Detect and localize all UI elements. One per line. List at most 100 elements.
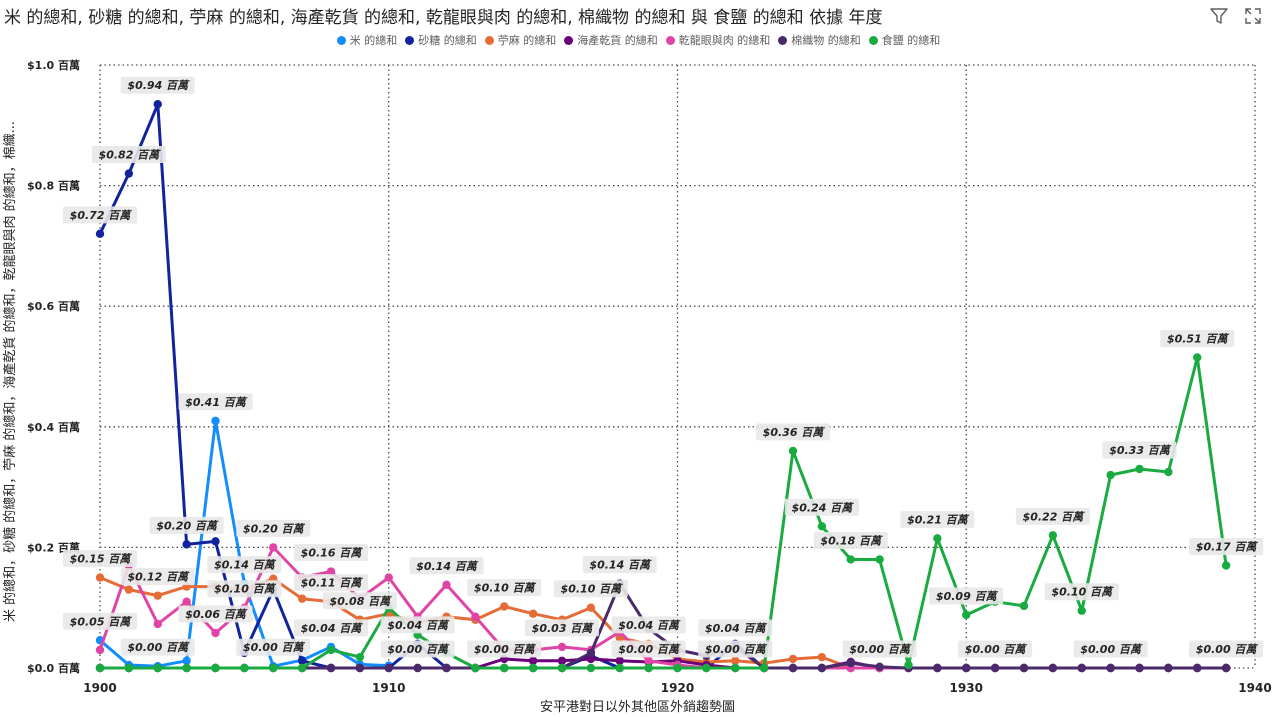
- data-point[interactable]: [211, 537, 220, 546]
- data-point[interactable]: [933, 663, 942, 673]
- data-point[interactable]: [297, 663, 307, 673]
- data-point[interactable]: [1164, 467, 1173, 477]
- data-point[interactable]: [817, 663, 827, 673]
- data-point[interactable]: [1106, 663, 1115, 673]
- data-point[interactable]: [1106, 470, 1115, 480]
- data-point[interactable]: [124, 585, 134, 594]
- data-point[interactable]: [355, 663, 365, 673]
- data-point[interactable]: [846, 658, 855, 668]
- data-point[interactable]: [557, 656, 567, 665]
- data-point[interactable]: [471, 663, 480, 673]
- data-point[interactable]: [702, 663, 711, 673]
- data-point[interactable]: [990, 663, 1000, 673]
- data-point[interactable]: [586, 648, 596, 658]
- data-point[interactable]: [1221, 561, 1231, 570]
- data-point[interactable]: [1193, 663, 1202, 673]
- data-point[interactable]: [95, 573, 105, 582]
- data-point[interactable]: [211, 663, 220, 673]
- data-point[interactable]: [933, 534, 942, 543]
- data-point[interactable]: [326, 645, 336, 655]
- data-point[interactable]: [1048, 531, 1058, 540]
- data-point[interactable]: [528, 656, 538, 665]
- data-point[interactable]: [1077, 663, 1086, 673]
- data-point[interactable]: [731, 656, 740, 665]
- data-point[interactable]: [788, 446, 798, 456]
- data-point[interactable]: [182, 663, 191, 673]
- data-point[interactable]: [153, 591, 162, 600]
- data-point[interactable]: [384, 663, 393, 673]
- data-point[interactable]: [153, 663, 162, 673]
- data-point[interactable]: [211, 628, 220, 638]
- data-point[interactable]: [586, 603, 596, 612]
- data-point[interactable]: [1077, 606, 1086, 615]
- data-point[interactable]: [471, 612, 480, 621]
- data-point[interactable]: [240, 663, 249, 673]
- legend-item[interactable]: 食鹽 的總和: [868, 32, 940, 48]
- data-point[interactable]: [153, 619, 162, 629]
- data-point[interactable]: [644, 663, 653, 673]
- data-point[interactable]: [182, 597, 191, 606]
- data-point[interactable]: [1221, 663, 1231, 673]
- data-point[interactable]: [269, 543, 278, 552]
- data-point[interactable]: [586, 654, 596, 664]
- data-point[interactable]: [1019, 601, 1029, 611]
- data-point[interactable]: [1048, 663, 1058, 673]
- data-point[interactable]: [644, 656, 653, 665]
- data-point[interactable]: [182, 540, 191, 549]
- data-label: $0.04 百萬: [387, 619, 450, 632]
- legend-item[interactable]: 海產乾貨 的總和: [564, 32, 658, 48]
- data-point[interactable]: [962, 610, 971, 620]
- data-point[interactable]: [1019, 663, 1029, 673]
- legend-item[interactable]: 乾龍眼與肉 的總和: [665, 32, 770, 48]
- data-point[interactable]: [817, 652, 827, 662]
- legend-item[interactable]: 苧麻 的總和: [484, 32, 556, 48]
- expand-icon[interactable]: [1243, 6, 1263, 26]
- filter-icon[interactable]: [1209, 6, 1229, 26]
- data-point[interactable]: [182, 656, 191, 665]
- data-point[interactable]: [124, 663, 134, 673]
- data-point[interactable]: [528, 663, 538, 673]
- data-point[interactable]: [153, 99, 162, 109]
- data-point[interactable]: [788, 654, 798, 664]
- data-point[interactable]: [1135, 663, 1144, 673]
- data-point[interactable]: [384, 573, 393, 582]
- data-point[interactable]: [1164, 663, 1173, 673]
- data-point[interactable]: [500, 602, 509, 611]
- data-point[interactable]: [615, 663, 624, 673]
- data-point[interactable]: [442, 663, 451, 673]
- data-point[interactable]: [413, 663, 422, 673]
- data-point[interactable]: [1135, 464, 1144, 474]
- data-point[interactable]: [95, 663, 105, 673]
- data-point[interactable]: [442, 580, 451, 589]
- data-point[interactable]: [846, 555, 855, 564]
- data-point[interactable]: [326, 663, 336, 673]
- data-point[interactable]: [557, 663, 567, 673]
- data-point[interactable]: [962, 663, 971, 673]
- data-point[interactable]: [95, 229, 105, 239]
- data-point[interactable]: [1193, 353, 1202, 362]
- data-point[interactable]: [615, 656, 624, 665]
- data-point[interactable]: [355, 652, 365, 662]
- legend-item[interactable]: 米 的總和: [336, 32, 397, 48]
- data-point[interactable]: [875, 555, 884, 564]
- data-point[interactable]: [817, 522, 827, 531]
- data-point[interactable]: [904, 660, 913, 670]
- data-point[interactable]: [297, 594, 307, 603]
- data-point[interactable]: [500, 663, 509, 673]
- data-point[interactable]: [731, 663, 740, 673]
- data-point[interactable]: [528, 609, 538, 618]
- data-point[interactable]: [269, 663, 278, 673]
- data-point[interactable]: [95, 645, 105, 655]
- data-point[interactable]: [586, 663, 596, 673]
- data-point[interactable]: [673, 663, 682, 673]
- legend-item[interactable]: 砂糖 的總和: [405, 32, 477, 48]
- legend-item[interactable]: 棉織物 的總和: [778, 32, 861, 48]
- data-point[interactable]: [875, 662, 884, 671]
- data-point[interactable]: [297, 656, 307, 665]
- data-point[interactable]: [557, 642, 567, 652]
- data-point[interactable]: [326, 567, 336, 576]
- data-point[interactable]: [788, 663, 798, 673]
- data-point[interactable]: [124, 169, 134, 178]
- data-point[interactable]: [759, 663, 769, 673]
- data-point[interactable]: [211, 416, 220, 425]
